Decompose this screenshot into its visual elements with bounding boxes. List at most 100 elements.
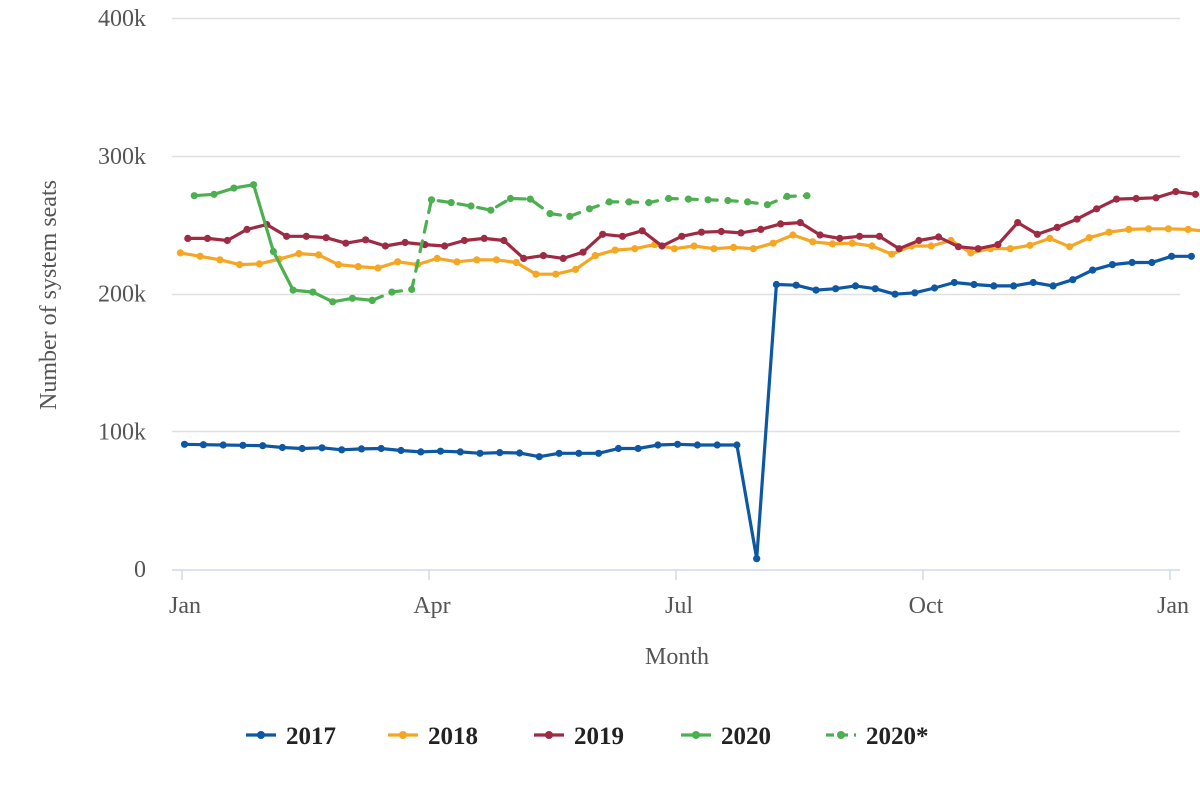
data-point — [713, 441, 721, 449]
legend-item: 2017 — [246, 723, 336, 750]
data-point — [836, 234, 844, 242]
data-point — [915, 236, 923, 245]
data-point — [338, 446, 346, 454]
data-point — [230, 184, 238, 192]
data-point — [654, 441, 662, 449]
data-point — [856, 232, 864, 240]
data-point — [803, 192, 811, 200]
data-point — [1066, 243, 1074, 251]
data-point — [618, 232, 627, 240]
data-point — [216, 256, 224, 264]
data-point — [532, 270, 540, 278]
data-point — [555, 449, 563, 457]
data-point — [374, 264, 382, 272]
data-point — [302, 232, 310, 240]
data-point — [512, 258, 520, 267]
grid-lines — [172, 17, 1180, 433]
legend-swatch-marker — [399, 731, 407, 739]
data-point — [348, 294, 356, 302]
data-point — [1128, 258, 1136, 267]
data-point — [368, 296, 376, 304]
y-tick-label: 200k — [98, 282, 146, 308]
data-point — [614, 444, 623, 453]
legend-label: 2020 — [721, 723, 771, 750]
data-point — [674, 440, 682, 448]
data-point — [631, 245, 639, 253]
y-tick-label: 0 — [134, 557, 146, 583]
data-point — [546, 210, 554, 218]
data-point — [911, 289, 919, 297]
data-point — [394, 258, 402, 266]
x-axis — [172, 569, 1180, 580]
data-point — [1029, 278, 1037, 287]
legend-swatch-marker — [545, 731, 553, 739]
data-point — [1108, 261, 1116, 269]
x-tick-label: Jul — [665, 593, 693, 619]
data-point — [342, 239, 350, 247]
data-point — [377, 444, 385, 453]
data-point — [697, 228, 706, 236]
data-point — [783, 192, 791, 200]
data-point — [1148, 258, 1156, 267]
legend-label: 2018 — [428, 723, 478, 750]
data-point — [500, 236, 508, 245]
data-point — [1145, 225, 1153, 233]
data-point — [1010, 282, 1018, 290]
data-point — [354, 263, 362, 271]
data-point — [520, 254, 528, 262]
data-point — [552, 270, 560, 278]
x-tick-label: Jan — [169, 593, 201, 619]
data-point — [539, 252, 548, 260]
data-point — [243, 225, 251, 233]
data-point — [658, 242, 666, 250]
data-point — [851, 282, 860, 290]
data-point — [704, 196, 712, 204]
data-point — [1006, 245, 1014, 253]
data-point — [730, 243, 738, 251]
tick-labels: 0 100k 200k 300k 400k Jan Apr Jul Oct Jan — [98, 6, 1189, 619]
data-point — [690, 242, 698, 250]
data-point — [1187, 252, 1195, 260]
data-point — [1049, 282, 1057, 290]
data-point — [772, 280, 781, 289]
series-line — [182, 254, 1193, 561]
y-axis-title: Number of system seats — [36, 180, 62, 410]
data-point — [994, 241, 1002, 249]
data-point — [763, 201, 772, 209]
data-point — [239, 441, 247, 449]
data-point — [744, 198, 752, 206]
data-point — [1033, 230, 1041, 238]
legend-label: 2020* — [866, 723, 929, 750]
data-point — [591, 252, 599, 260]
data-point — [441, 242, 449, 250]
data-point — [1073, 215, 1081, 223]
y-tick-label: 100k — [98, 419, 146, 445]
series-lines — [176, 181, 1200, 563]
legend-item: 2019 — [534, 723, 624, 750]
data-point — [180, 440, 189, 448]
data-point — [190, 192, 198, 200]
x-axis-title: Month — [645, 644, 709, 670]
data-point — [203, 234, 212, 242]
data-point — [460, 236, 468, 245]
legend-label: 2019 — [574, 723, 624, 750]
data-point — [599, 230, 607, 238]
data-point — [176, 249, 184, 257]
data-point — [1184, 225, 1192, 233]
data-point — [295, 250, 303, 258]
data-point — [219, 441, 227, 449]
legend-item: 2018 — [388, 723, 478, 750]
data-point — [724, 196, 732, 205]
data-point — [526, 195, 534, 203]
data-point — [1112, 195, 1121, 203]
data-point — [334, 261, 342, 269]
data-point — [1069, 276, 1077, 284]
data-point — [665, 194, 673, 203]
data-point — [572, 265, 580, 273]
data-point — [848, 239, 856, 247]
data-point — [467, 202, 475, 210]
data-point — [832, 285, 840, 293]
data-point — [566, 212, 574, 220]
data-point — [1168, 252, 1176, 260]
